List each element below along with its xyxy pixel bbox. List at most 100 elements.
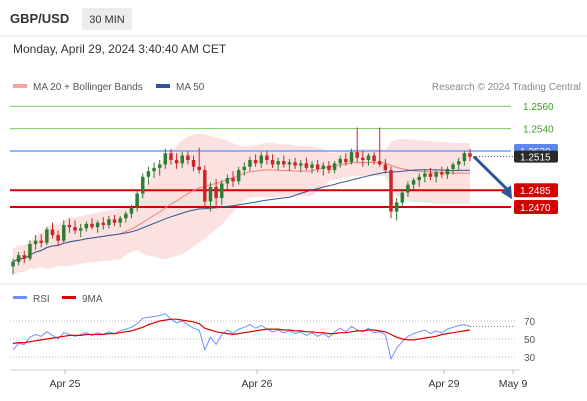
- candle: [197, 147, 201, 174]
- candle: [203, 165, 207, 208]
- candle: [225, 174, 230, 190]
- x-tick-label: Apr 26: [242, 378, 273, 390]
- candle: [394, 198, 399, 221]
- candle: [417, 173, 421, 187]
- candle: [157, 160, 162, 176]
- candle: [135, 190, 139, 212]
- candle: [428, 167, 433, 181]
- level-tag-1.2485: [514, 183, 558, 198]
- ma20-legend-label: MA 20 + Bollinger Bands: [33, 82, 143, 93]
- candle: [400, 189, 405, 208]
- candle: [90, 218, 94, 230]
- rsi-axis-label-50: 50: [524, 335, 536, 346]
- candle: [462, 151, 467, 166]
- bollinger-band: [13, 133, 470, 276]
- candle: [112, 214, 117, 227]
- candle: [95, 220, 100, 233]
- candle: [124, 211, 128, 223]
- ma50-line: [12, 169, 471, 263]
- rsi-ma-line: [12, 318, 471, 345]
- candle: [84, 221, 89, 232]
- candle: [310, 161, 314, 174]
- level-lines: [10, 105, 514, 209]
- level-label-1.2470: 1.2470: [520, 203, 551, 214]
- rsi-grid: 70 50 30: [10, 317, 536, 364]
- candle: [327, 161, 331, 174]
- candle: [253, 154, 258, 167]
- level-label-1.2560: 1.2560: [523, 102, 554, 113]
- candle: [259, 152, 263, 168]
- credit-text: Research © 2024 Trading Central: [432, 82, 581, 93]
- candle: [344, 153, 348, 166]
- symbol-title: GBP/USD: [10, 11, 69, 26]
- candle: [355, 127, 359, 163]
- datetime-label: Monday, April 29, 2024 3:40:40 AM CET: [13, 42, 227, 56]
- candle: [315, 160, 320, 173]
- ma50-legend-label: MA 50: [176, 82, 205, 93]
- candle: [287, 158, 292, 172]
- candle: [282, 155, 286, 168]
- candle: [276, 157, 280, 171]
- candle: [62, 220, 66, 243]
- candle: [406, 181, 410, 197]
- candle: [208, 182, 213, 212]
- candle: [298, 160, 303, 173]
- candle: [78, 223, 83, 238]
- candle: [152, 162, 156, 178]
- candle: [372, 152, 376, 165]
- timeframe-badge[interactable]: [82, 8, 132, 30]
- candle: [73, 220, 77, 234]
- candle: [220, 180, 224, 205]
- rsi-lines: [12, 313, 515, 361]
- candle: [101, 217, 106, 230]
- candle: [45, 227, 49, 246]
- ma20-legend-swatch: [13, 84, 27, 88]
- rsi-ma-legend-label: 9MA: [82, 294, 103, 305]
- candle: [423, 168, 427, 183]
- level-label-1.2540: 1.2540: [523, 125, 554, 136]
- candle: [451, 162, 455, 175]
- candle: [191, 155, 196, 172]
- forecast-arrow-shaft: [472, 155, 509, 191]
- x-axis: Apr 25 Apr 26 Apr 29 May 9: [50, 370, 528, 390]
- rsi-legend-label: RSI: [33, 294, 50, 305]
- moving-averages: [12, 161, 471, 263]
- candle: [141, 173, 145, 199]
- current-price-label: 1.2515: [520, 153, 551, 164]
- candle: [231, 171, 235, 187]
- candle: [107, 216, 111, 229]
- rsi-legend-swatch: [13, 296, 27, 299]
- x-tick-label: Apr 25: [50, 378, 81, 390]
- candle: [332, 161, 337, 174]
- candle: [180, 152, 185, 168]
- candle: [349, 148, 354, 165]
- candle: [411, 177, 416, 191]
- candle: [383, 158, 388, 174]
- candle: [28, 240, 32, 261]
- candle: [242, 162, 247, 176]
- candle: [468, 148, 472, 162]
- candle: [39, 233, 43, 248]
- candle: [389, 166, 393, 219]
- candle: [56, 230, 60, 247]
- candle: [377, 127, 382, 167]
- candle: [456, 157, 461, 171]
- candle: [22, 250, 27, 264]
- timeframe-label: 30 MIN: [89, 14, 125, 26]
- level-tag-1.2470: [514, 200, 558, 215]
- candle: [118, 216, 122, 228]
- candle: [174, 153, 179, 169]
- candle: [304, 157, 309, 171]
- x-tick-label: May 9: [499, 378, 528, 390]
- candle: [214, 179, 218, 208]
- forecast-arrow-head: [501, 185, 512, 200]
- current-price-tag: [514, 150, 558, 163]
- rsi-axis-label-70: 70: [524, 317, 536, 328]
- candle: [163, 148, 168, 169]
- rsi-ma-legend-swatch: [62, 296, 76, 299]
- candle: [270, 154, 275, 168]
- candle: [146, 166, 151, 185]
- candle: [445, 166, 450, 180]
